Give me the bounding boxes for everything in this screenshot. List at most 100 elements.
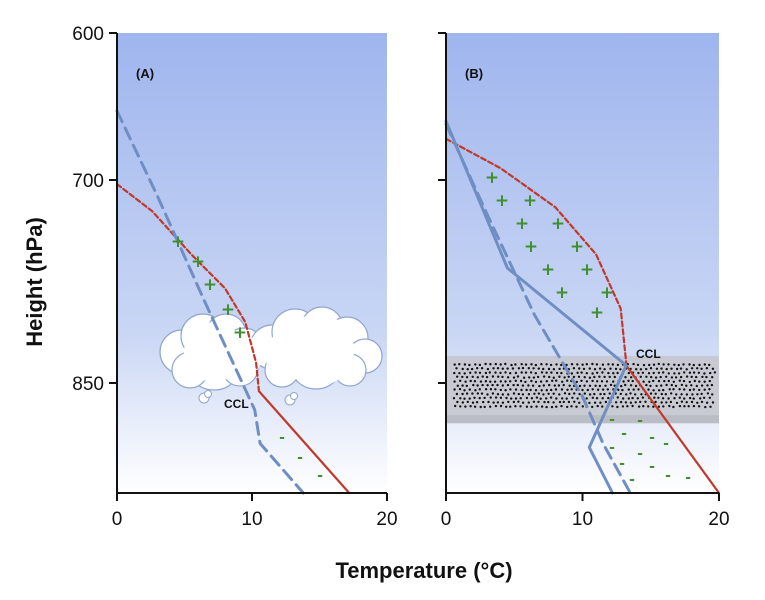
haze-dot [504,371,507,374]
haze-dot [695,384,698,388]
haze-dot [466,400,469,404]
haze-dot [547,392,550,395]
haze-dot [583,392,586,395]
haze-dot [456,375,459,378]
haze-dot [599,392,602,396]
haze-dot [480,367,484,370]
haze-dot [591,405,594,409]
haze-dot [552,376,555,379]
haze-dot [636,397,639,400]
haze-dot [537,400,540,404]
haze-dot [461,375,464,379]
haze-dot [532,376,536,379]
haze-dot [660,401,663,404]
haze-dot [617,388,620,391]
haze-dot [540,371,544,374]
haze-dot [631,396,634,400]
haze-dot [529,388,532,392]
haze-dot [598,375,601,378]
buoyancy-plus-sign: + [580,260,594,280]
buoyancy-plus-sign: + [233,323,247,343]
haze-dot [603,392,606,396]
haze-dot [519,405,522,408]
haze-dot [483,405,486,409]
haze-dot [496,393,500,396]
haze-dot [499,371,502,375]
haze-dot [632,362,635,366]
negative-area-minus-sign: - [621,426,627,442]
haze-dot [641,371,645,374]
haze-dot [640,393,643,396]
haze-dot [685,401,688,404]
haze-dot [705,401,709,404]
haze-dot [678,388,681,391]
haze-dot [561,397,564,400]
haze-dot [525,405,529,408]
haze-dot [678,396,681,399]
haze-dot [692,363,695,367]
haze-dot [704,405,707,409]
haze-dot [461,401,464,404]
haze-dot [481,375,484,378]
haze-dot [688,396,692,400]
haze-dot [575,380,578,384]
buoyancy-plus-sign: + [551,214,565,234]
series-blue-dashed-2 [115,109,305,495]
buoyancy-plus-sign: + [485,168,499,188]
haze-dot [527,384,530,387]
haze-dot [560,388,564,391]
haze-dot [520,388,523,392]
haze-dot [489,388,493,391]
haze-dot [514,363,517,366]
haze-dot [696,401,699,404]
haze-dot [496,401,500,404]
haze-dot [482,400,485,404]
haze-dot [701,375,704,379]
haze-dot [552,368,556,371]
y-tick-label: 850 [72,374,104,395]
haze-dot [499,404,503,408]
haze-dot [514,371,518,375]
haze-dot [665,383,668,387]
haze-dot [501,384,504,387]
haze-dot [596,388,600,391]
haze-dot [479,405,482,409]
haze-dot [580,379,583,382]
haze-dot [627,379,630,382]
haze-dot [673,397,676,400]
buoyancy-plus-sign: + [541,260,555,280]
haze-dot [455,367,458,370]
negative-area-minus-sign: - [665,468,671,484]
haze-dot [688,371,692,374]
haze-dot [588,367,591,370]
haze-dot [690,400,694,404]
haze-dot [700,367,703,370]
haze-dot [664,393,667,396]
haze-dot [470,367,474,371]
haze-dot [619,392,622,396]
haze-dot [504,362,507,366]
haze-dot [558,393,561,396]
haze-dot [511,367,515,370]
haze-dot [627,371,630,375]
haze-dot [562,400,565,404]
buoyancy-plus-sign: + [523,191,537,211]
haze-dot [524,363,528,366]
haze-dot [501,367,504,370]
haze-dot [563,392,567,395]
haze-dot [630,376,633,379]
panel-label: (A) [136,66,154,81]
haze-dot [649,384,652,388]
haze-dot [645,367,648,371]
haze-dot [521,384,525,387]
haze-dot [595,397,599,400]
haze-dot [562,383,565,387]
haze-dot [486,393,489,396]
haze-dot [585,380,589,383]
haze-dot [606,388,609,391]
haze-dot [690,375,693,379]
haze-dot [545,371,548,374]
haze-dot [588,393,592,396]
haze-dot [629,401,633,404]
